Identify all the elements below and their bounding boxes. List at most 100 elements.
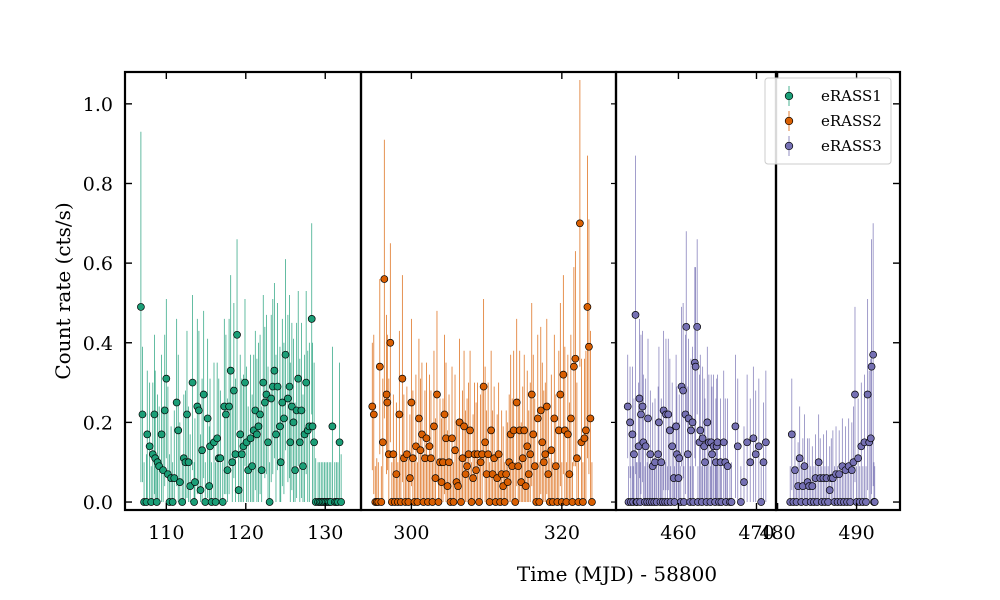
data-point [530,462,539,471]
data-point [291,466,299,475]
data-point [286,438,295,447]
data-point [285,382,294,391]
panel-data [786,223,879,506]
x-axis-label: Time (MJD) - 58800 [517,562,717,586]
data-point [787,430,796,439]
data-point [191,478,199,486]
legend-marker-erass2 [784,116,794,126]
data-point [223,466,232,475]
data-point [719,438,728,447]
data-point [398,374,407,383]
data-point [825,486,834,494]
data-point [524,470,533,479]
data-point [583,303,592,311]
data-point [654,450,662,459]
data-point [520,426,529,435]
data-point [484,450,492,459]
x-tick-label: 110 [148,522,184,544]
data-point [698,434,707,443]
data-point [475,498,483,506]
x-tick-label: 320 [544,522,580,544]
data-point [406,474,414,482]
data-point [253,430,261,439]
data-point [503,478,512,486]
data-point [679,386,687,395]
data-point [378,438,387,447]
data-point [454,482,462,490]
data-point [310,438,318,447]
data-point [535,498,544,506]
data-point [216,454,225,463]
data-point [529,430,538,439]
data-point [203,414,212,423]
data-point [708,450,716,459]
data-point [541,450,550,459]
data-point [150,410,159,419]
data-point [138,410,147,419]
data-point [494,450,503,459]
data-point [198,446,206,455]
data-point [231,450,240,459]
data-point [467,498,476,506]
data-point [157,430,166,439]
data-point [272,430,280,439]
data-point [547,446,556,455]
data-point [395,410,404,419]
data-point [162,374,171,383]
data-point [237,450,246,459]
data-point [727,498,736,506]
data-point [196,486,205,494]
data-point [631,311,640,319]
data-point [570,362,578,371]
data-point [567,414,575,423]
data-point [276,422,284,431]
data-point [666,426,674,435]
data-point [457,498,465,506]
data-point [265,498,274,506]
data-point [241,378,249,387]
data-point [586,414,595,423]
data-point [573,454,581,463]
data-point [635,394,644,403]
data-point [236,430,245,439]
data-point [476,458,485,467]
data-point [759,458,768,467]
data-point [733,442,742,451]
y-tick-labels: 0.0 0.2 0.4 0.6 0.8 1.0 [83,94,113,514]
data-point [521,482,530,490]
data-point [628,430,637,439]
data-point [380,275,389,283]
data-point [368,402,377,411]
data-point [580,434,589,443]
data-point [422,434,431,443]
data-point [264,438,272,447]
data-point [746,458,755,467]
data-point [808,482,817,490]
data-point [460,422,468,431]
data-point [175,478,184,486]
data-point [168,498,177,506]
data-point [523,442,532,451]
data-point [433,390,441,399]
data-point [195,406,203,415]
data-point [302,378,311,387]
data-point [234,486,243,494]
data-point [451,446,459,455]
data-point [448,434,456,443]
legend-entry-erass1: eRASS1 [784,86,882,106]
data-point [172,398,181,407]
data-point [375,362,384,371]
data-point [511,498,520,506]
data-point [280,414,288,423]
data-point [637,410,645,419]
panel-frame [774,70,902,512]
data-point [762,438,770,447]
data-point [278,398,287,407]
data-point [307,315,316,323]
data-point [449,498,458,506]
data-point [409,454,417,463]
data-point [556,390,565,399]
data-point [228,458,237,467]
data-point [246,434,255,443]
